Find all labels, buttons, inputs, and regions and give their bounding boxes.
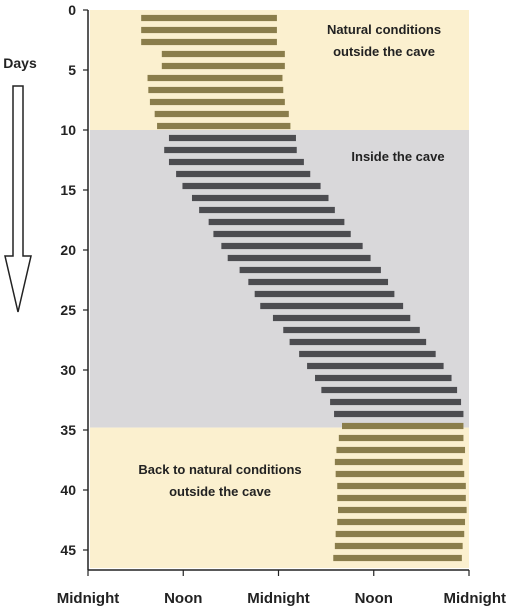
activity-bar-day-22 [239,266,381,274]
region-label-outside-1-line-1: Natural conditions [327,22,441,37]
y-tick-label-10: 10 [60,122,76,138]
x-tick-label-1: Noon [164,590,202,607]
activity-bar-day-33 [330,398,462,406]
y-tick-label-25: 25 [60,302,76,318]
activity-bar-day-4 [161,50,285,58]
activity-bar-day-29 [299,350,436,358]
activity-bar-day-7 [148,86,284,94]
activity-bar-day-13 [168,158,304,166]
activity-bar-day-45 [334,542,463,550]
region-label-outside-2-line-1: Back to natural conditions [138,462,301,477]
y-ticks: 0 5 10 15 20 25 30 35 40 45 [60,2,88,558]
region-label-inside-line-1: Inside the cave [351,149,444,164]
activity-bar-day-44 [335,530,465,538]
y-tick-label-40: 40 [60,482,76,498]
activity-bar-day-12 [164,146,297,154]
activity-bar-day-5 [161,62,285,70]
activity-bar-day-25 [260,302,404,310]
x-tick-label-0: Midnight [57,590,119,607]
activity-bar-day-28 [289,338,427,346]
activity-bar-day-1 [141,14,277,22]
activity-bar-day-26 [272,314,411,322]
x-tick-label-3: Noon [355,590,393,607]
activity-bar-day-41 [337,494,466,502]
y-tick-label-20: 20 [60,242,76,258]
activity-bar-day-10 [157,122,291,130]
activity-bar-day-27 [283,326,420,334]
region-label-outside-1-line-2: outside the cave [333,44,435,59]
activity-bar-day-37 [336,446,466,454]
y-tick-label-5: 5 [68,62,76,78]
activity-bar-day-17 [199,206,335,214]
activity-bar-day-9 [154,110,289,118]
activity-bar-day-6 [147,74,283,82]
y-axis-label: Days [3,55,37,71]
activity-bar-day-30 [307,362,444,370]
down-arrow-icon [4,85,32,313]
activity-bar-day-16 [191,194,329,202]
y-tick-label-15: 15 [60,182,76,198]
y-tick-label-35: 35 [60,422,76,438]
activity-bar-day-39 [335,470,465,478]
activity-bar-day-19 [213,230,351,238]
activity-bar-day-32 [321,386,458,394]
activity-bar-day-21 [227,254,371,262]
activity-bar-day-38 [334,458,463,466]
activity-bar-day-2 [141,26,277,34]
activity-bar-day-23 [248,278,389,286]
region-label-outside-2-line-2: outside the cave [169,484,271,499]
activity-bars [141,14,467,562]
y-tick-label-30: 30 [60,362,76,378]
activity-bar-day-8 [149,98,285,106]
activity-bar-day-36 [338,434,464,442]
x-tick-label-2: Midnight [247,590,309,607]
activity-bar-day-11 [168,134,296,142]
activity-bar-day-3 [141,38,277,46]
activity-bar-day-24 [254,290,395,298]
activity-bar-day-35 [342,422,464,430]
activity-bar-day-31 [315,374,452,382]
activity-bar-day-20 [221,242,363,250]
activity-bar-day-46 [333,554,462,562]
x-tick-label-4: Midnight [444,590,506,607]
y-tick-label-0: 0 [68,2,76,18]
region-labels: Natural conditions outside the cave Inside… [138,22,444,499]
activity-bar-day-43 [337,518,466,526]
y-tick-label-45: 45 [60,542,76,558]
x-ticks: Midnight Noon Midnight Noon Midnight [57,570,506,607]
activity-bar-day-42 [338,506,467,514]
activity-bar-day-40 [337,482,466,490]
activity-bar-day-15 [182,182,321,190]
activity-bar-day-34 [334,410,464,418]
activity-bar-day-14 [176,170,311,178]
activity-bar-day-18 [208,218,345,226]
